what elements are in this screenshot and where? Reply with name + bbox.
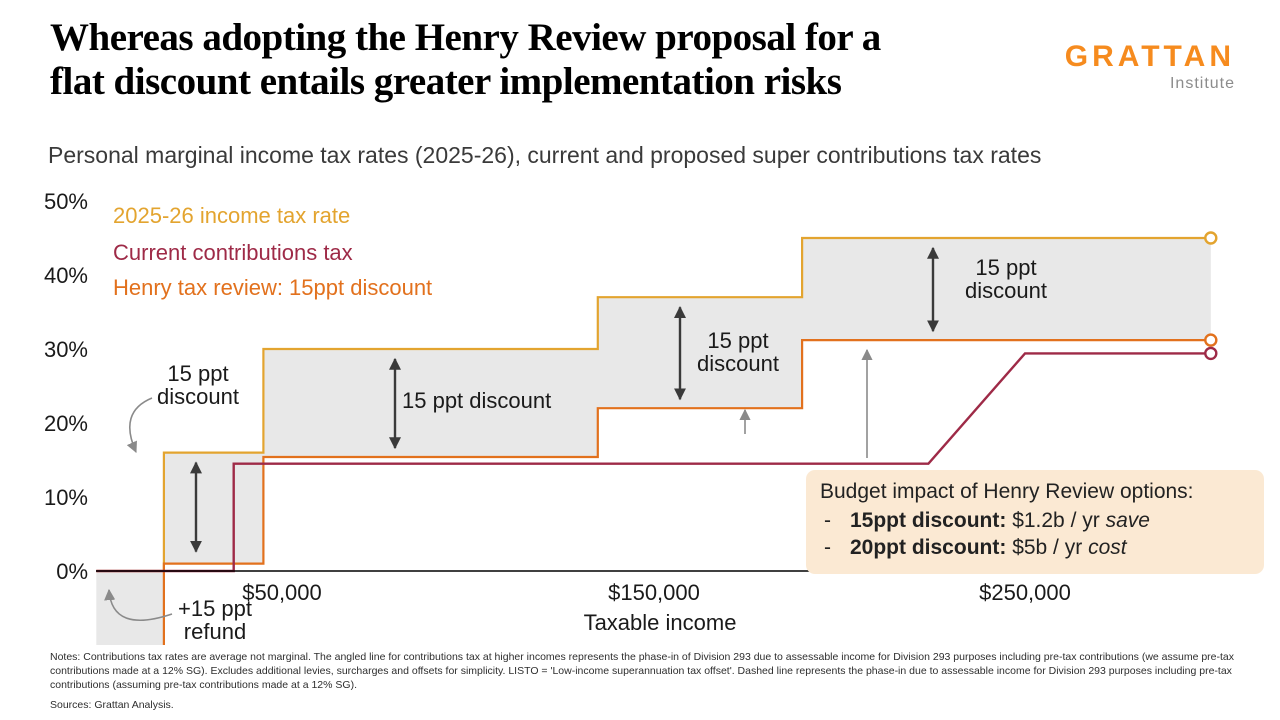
legend-henry-review-discount: Henry tax review: 15ppt discount [113, 275, 433, 300]
series-end-marker-income_tax [1204, 231, 1218, 245]
budget-item-15ppt: - 15ppt discount: $1.2b / yr save [820, 507, 1250, 534]
chart-subtitle: Personal marginal income tax rates (2025… [48, 142, 1042, 168]
bullet-dash: - [824, 536, 831, 560]
page-title: Whereas adopting the Henry Review propos… [50, 16, 881, 104]
x-axis-title: Taxable income [583, 610, 737, 635]
chart-sources: Sources: Grattan Analysis. [50, 699, 174, 711]
budget-item-value: $1.2b / yr [1012, 509, 1100, 532]
grattan-logo: GRATTAN Institute [1065, 42, 1235, 93]
budget-item-note: cost [1088, 536, 1127, 560]
annotation-text-line: discount [965, 278, 1047, 304]
logo-institute-label: Institute [1169, 75, 1235, 92]
annotation-discount-band-1: 15 ppt discount [146, 362, 250, 408]
budget-item-note: save [1105, 509, 1150, 532]
x-tick-50000: $50,000 [242, 580, 322, 605]
annotation-text-line: 15 ppt [707, 328, 769, 353]
legend-current-contributions-tax: Current contributions tax [113, 240, 353, 265]
annotation-leader-arrow [104, 588, 173, 622]
annotation-discount-band-3: 15 ppt discount [682, 329, 794, 375]
annotation-text-line: discount [697, 351, 779, 377]
budget-item-20ppt: - 20ppt discount: $5b / yr cost [820, 534, 1250, 561]
annotation-text-line: discount [157, 384, 239, 410]
series-line-income_tax [96, 236, 1211, 573]
y-tick-40: 40% [43, 263, 88, 288]
annotation-leader-arrow [126, 397, 153, 454]
annotation-refund: +15 ppt refund [160, 597, 270, 643]
chart-notes: Notes: Contributions tax rates are avera… [50, 651, 1235, 692]
series-end-marker-current [1204, 346, 1218, 361]
y-tick-50: 50% [43, 189, 88, 214]
page-title-line-1: Whereas adopting the Henry Review propos… [50, 16, 881, 59]
annotation-discount-band-4: 15 ppt discount [950, 256, 1062, 302]
y-tick-20: 20% [43, 411, 88, 436]
page-title-line-2: flat discount entails greater implementa… [50, 60, 842, 104]
annotation-text-line: refund [183, 619, 247, 645]
annotation-text-line: +15 ppt [177, 596, 252, 621]
annotation-discount-band-2: 15 ppt discount [402, 388, 552, 413]
bullet-dash: - [824, 509, 831, 532]
budget-impact-box: Budget impact of Henry Review options: -… [806, 470, 1264, 574]
annotation-text-line: 15 ppt [975, 255, 1037, 280]
x-tick-150000: $150,000 [608, 580, 700, 605]
budget-item-text: 20ppt discount: $5b / yr cost [850, 534, 1127, 561]
x-tick-250000: $250,000 [979, 580, 1071, 605]
budget-item-label: 15ppt discount: [850, 509, 1007, 532]
y-tick-10: 10% [43, 485, 88, 510]
y-tick-0: 0% [56, 559, 88, 584]
budget-item-label: 20ppt discount: [850, 536, 1007, 560]
logo-wordmark: GRATTAN [1064, 40, 1235, 73]
series-end-marker-henry [1204, 333, 1218, 347]
budget-item-value: $5b / yr [1012, 536, 1083, 560]
y-tick-30: 30% [43, 337, 88, 362]
budget-box-title: Budget impact of Henry Review options: [820, 480, 1194, 503]
annotation-text-line: 15 ppt [167, 361, 229, 386]
legend-income-tax-rate: 2025-26 income tax rate [113, 203, 351, 228]
budget-item-text: 15ppt discount: $1.2b / yr save [850, 507, 1150, 534]
series-line-henry [162, 339, 1211, 645]
